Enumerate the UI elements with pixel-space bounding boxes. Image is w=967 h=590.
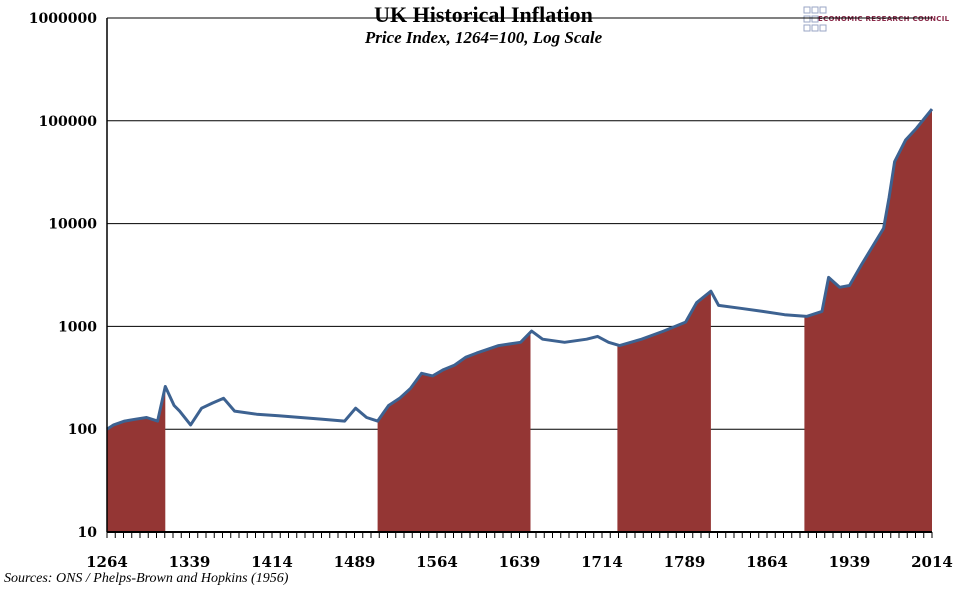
logo-square	[819, 24, 827, 32]
logo-square	[803, 24, 811, 32]
shaded-area	[107, 109, 932, 532]
logo-square	[811, 6, 819, 14]
y-tick-label: 10	[78, 525, 98, 541]
x-tick-label: 1939	[829, 553, 871, 571]
logo-square	[803, 15, 811, 23]
y-tick-label: 10000	[48, 217, 97, 233]
x-tick-label: 1639	[499, 553, 541, 571]
x-tick-label: 1789	[664, 553, 706, 571]
x-tick-label: 1489	[334, 553, 376, 571]
y-tick-label: 100	[68, 422, 97, 438]
logo-square	[811, 15, 819, 23]
x-tick-label: 1339	[169, 553, 211, 571]
source-note: Sources: ONS / Phelps-Brown and Hopkins …	[4, 571, 289, 586]
x-tick-label: 1864	[746, 553, 788, 571]
chart-subtitle: Price Index, 1264=100, Log Scale	[364, 28, 603, 47]
y-tick-label: 1000000	[29, 11, 97, 27]
x-tick-label: 1564	[416, 553, 458, 571]
logo-square	[803, 6, 811, 14]
x-tick-label: 1264	[86, 553, 128, 571]
x-tick-label: 2014	[911, 553, 953, 571]
logo-square	[819, 6, 827, 14]
x-tick-label: 1414	[251, 553, 293, 571]
series-line	[106, 108, 934, 431]
logo: ECONOMIC RESEARCH COUNCIL	[804, 7, 949, 23]
chart-title: UK Historical Inflation	[374, 2, 593, 27]
y-tick-label: 1000	[58, 319, 97, 335]
logo-text: ECONOMIC RESEARCH COUNCIL	[818, 15, 950, 23]
logo-square	[811, 24, 819, 32]
x-tick-label: 1714	[581, 553, 623, 571]
y-tick-label: 100000	[39, 114, 98, 130]
